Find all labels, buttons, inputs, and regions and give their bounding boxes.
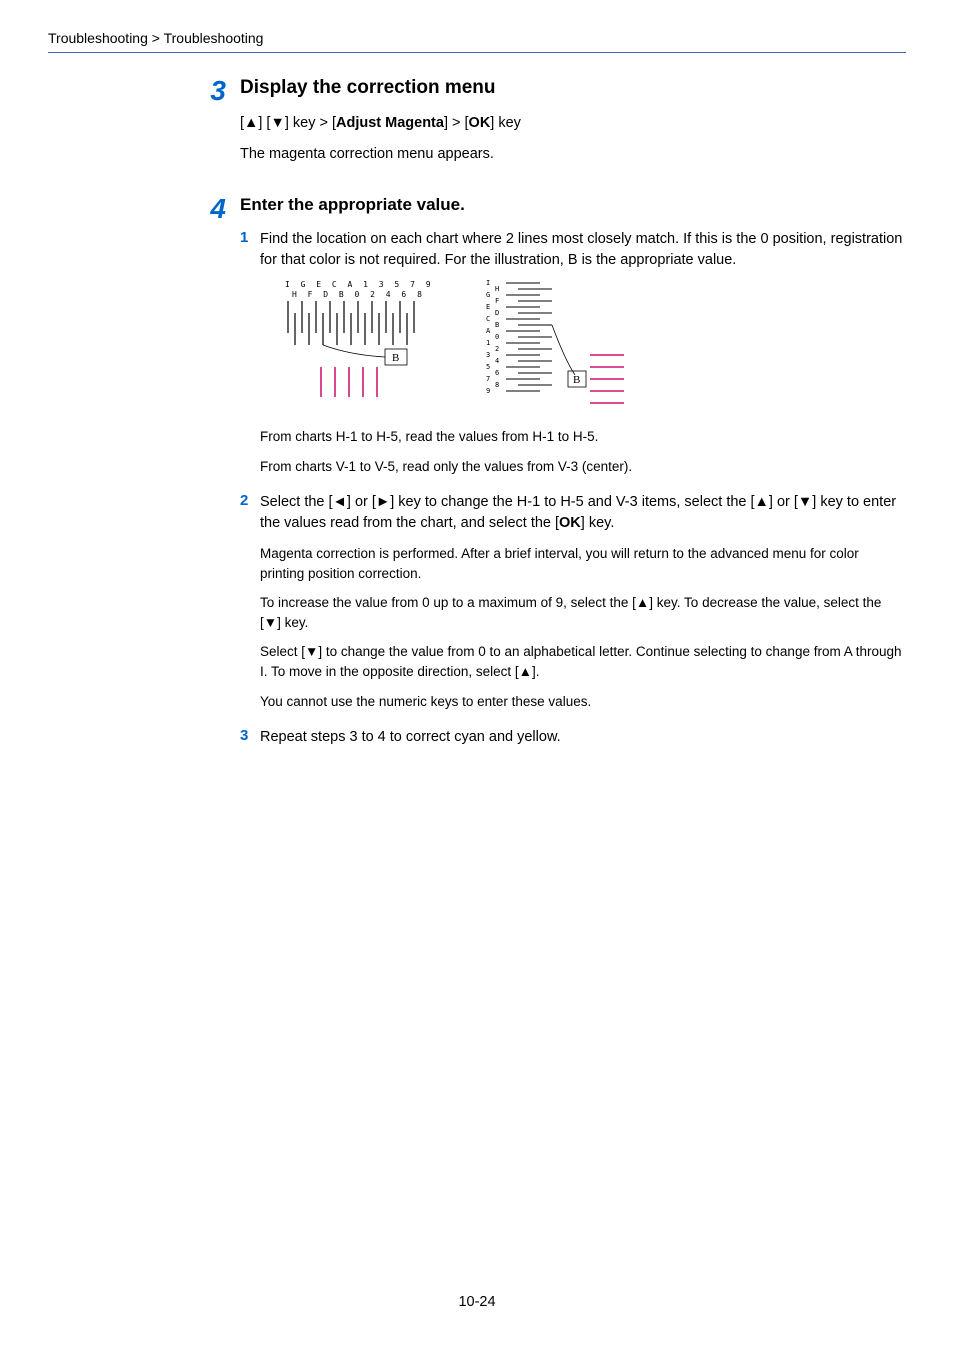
substep-1: 1 Find the location on each chart where … — [240, 229, 906, 486]
step-3: 3 Display the correction menu [▲] [▼] ke… — [48, 77, 906, 175]
svg-text:9: 9 — [486, 387, 490, 395]
svg-text:0: 0 — [495, 333, 499, 341]
chart-h-callout-label: B — [392, 352, 399, 364]
svg-text:2: 2 — [495, 345, 499, 353]
substep-2: 2 Select the [◄] or [►] key to change th… — [240, 492, 906, 721]
chart-h: I G E C A 1 3 5 7 9 H F D B 0 2 4 6 8 — [260, 275, 440, 405]
charts-row: I G E C A 1 3 5 7 9 H F D B 0 2 4 6 8 — [260, 275, 906, 415]
substep-1-note-2: From charts V-1 to V-5, read only the va… — [260, 457, 906, 477]
substep-2-text: Select the [◄] or [►] key to change the … — [260, 492, 906, 534]
svg-text:H: H — [495, 285, 499, 293]
step-3-title: Display the correction menu — [240, 77, 906, 99]
chart-v-callout-label: B — [573, 374, 580, 386]
svg-text:F: F — [495, 297, 499, 305]
substep-1-text: Find the location on each chart where 2 … — [260, 229, 906, 271]
step-4-title: Enter the appropriate value. — [240, 195, 906, 215]
svg-text:D: D — [495, 309, 499, 317]
substep-number-1: 1 — [240, 229, 260, 486]
substep-1-note-1: From charts H-1 to H-5, read the values … — [260, 427, 906, 447]
substep-3: 3 Repeat steps 3 to 4 to correct cyan an… — [240, 727, 906, 758]
svg-text:7: 7 — [486, 375, 490, 383]
step-4: 4 Enter the appropriate value. 1 Find th… — [48, 195, 906, 764]
svg-text:5: 5 — [486, 363, 490, 371]
svg-text:4: 4 — [495, 357, 499, 365]
svg-text:1: 1 — [486, 339, 490, 347]
svg-text:A: A — [486, 327, 491, 335]
chart-v-black-lines — [506, 283, 552, 391]
chart-h-labels-top: I G E C A 1 3 5 7 9 — [285, 280, 434, 289]
svg-text:6: 6 — [495, 369, 499, 377]
step-number-3: 3 — [182, 77, 240, 175]
substep-number-3: 3 — [240, 727, 260, 758]
substep-2-p4: You cannot use the numeric keys to enter… — [260, 692, 906, 712]
page-number: 10-24 — [0, 1294, 954, 1310]
svg-text:B: B — [495, 321, 499, 329]
step-number-4: 4 — [182, 195, 240, 764]
step-3-key-path: [▲] [▼] key > [Adjust Magenta] > [OK] ke… — [240, 113, 906, 134]
chart-h-black-lines — [288, 301, 414, 345]
substep-number-2: 2 — [240, 492, 260, 721]
substep-2-p3: Select [▼] to change the value from 0 to… — [260, 642, 906, 681]
svg-text:3: 3 — [486, 351, 490, 359]
svg-text:G: G — [486, 291, 490, 299]
step-3-description: The magenta correction menu appears. — [240, 144, 906, 165]
substep-2-p1: Magenta correction is performed. After a… — [260, 544, 906, 583]
svg-text:C: C — [486, 315, 490, 323]
chart-v-callout-line — [552, 325, 575, 375]
chart-h-labels-bot: H F D B 0 2 4 6 8 — [292, 290, 425, 299]
substep-3-text: Repeat steps 3 to 4 to correct cyan and … — [260, 727, 906, 748]
chart-h-magenta-lines — [321, 367, 377, 397]
substep-2-p2: To increase the value from 0 up to a max… — [260, 593, 906, 632]
header-divider — [48, 52, 906, 53]
chart-h-callout-line — [323, 345, 385, 357]
breadcrumb: Troubleshooting > Troubleshooting — [48, 30, 906, 52]
svg-text:8: 8 — [495, 381, 499, 389]
svg-text:E: E — [486, 303, 490, 311]
chart-v: IGE CA 1 3 5 7 9 HFD B 0 2 4 6 8 — [480, 275, 640, 415]
chart-v-magenta-lines — [590, 355, 624, 403]
svg-text:I: I — [486, 279, 490, 287]
chart-v-labels: IGE CA 1 3 5 7 9 HFD B 0 2 4 6 8 — [486, 279, 499, 395]
